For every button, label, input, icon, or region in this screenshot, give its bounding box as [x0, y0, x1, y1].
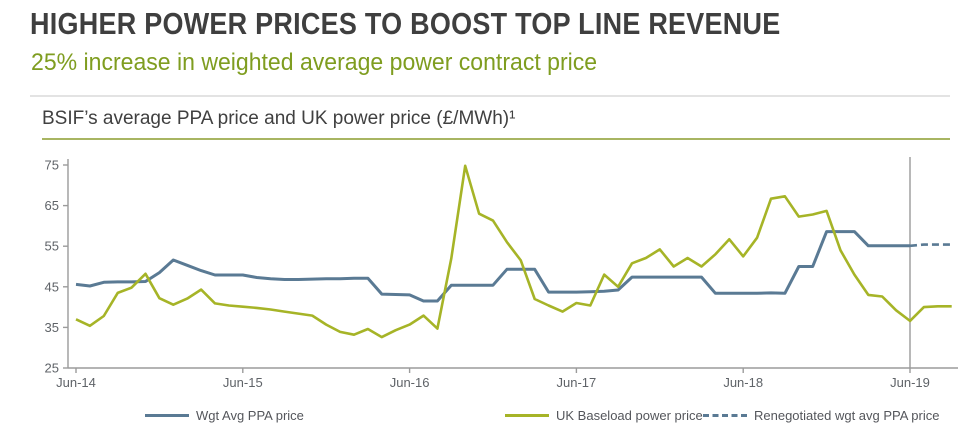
series-line-uk-baseload-power-price [75, 164, 952, 339]
legend-item-renegotiated-wgt-avg-ppa-price: Renegotiated wgt avg PPA price [703, 405, 940, 425]
x-tick-label: Jun-16 [390, 375, 430, 390]
page-subtitle: 25% increase in weighted average power c… [31, 49, 598, 76]
legend-swatch-blue-solid-line [145, 413, 189, 417]
x-tick-label: Jun-18 [723, 375, 763, 390]
legend-item-uk-baseload-power-price: UK Baseload power price [505, 405, 703, 425]
y-tick-label: 25 [45, 361, 59, 376]
x-tick-label: Jun-17 [557, 375, 597, 390]
y-tick-label: 75 [45, 158, 59, 173]
x-tick-label: Jun-15 [223, 375, 263, 390]
y-tick-label: 35 [45, 320, 59, 335]
page-title: HIGHER POWER PRICES TO BOOST TOP LINE RE… [30, 6, 781, 41]
chart-legend: Wgt Avg PPA price UK Baseload power pric… [0, 405, 979, 431]
x-tick-label: Jun-14 [56, 375, 96, 390]
series-line-wgt-avg-ppa-price [75, 230, 910, 303]
chart-title-underline [42, 138, 950, 140]
legend-swatch-blue-dashed-line [703, 413, 747, 417]
legend-label: Renegotiated wgt avg PPA price [754, 407, 940, 423]
y-tick-label: 45 [45, 279, 59, 294]
series-line-renegotiated-wgt-avg-ppa-price [909, 243, 952, 248]
y-tick-label: 55 [45, 239, 59, 254]
legend-swatch-green-solid-line [505, 413, 549, 417]
legend-item-wgt-avg-ppa-price: Wgt Avg PPA price [145, 405, 304, 425]
legend-label: UK Baseload power price [556, 407, 703, 423]
x-tick-label: Jun-19 [890, 375, 930, 390]
y-tick-label: 65 [45, 198, 59, 213]
chart-title: BSIF’s average PPA price and UK power pr… [42, 108, 516, 129]
horizontal-divider [30, 95, 950, 97]
legend-label: Wgt Avg PPA price [196, 407, 304, 423]
